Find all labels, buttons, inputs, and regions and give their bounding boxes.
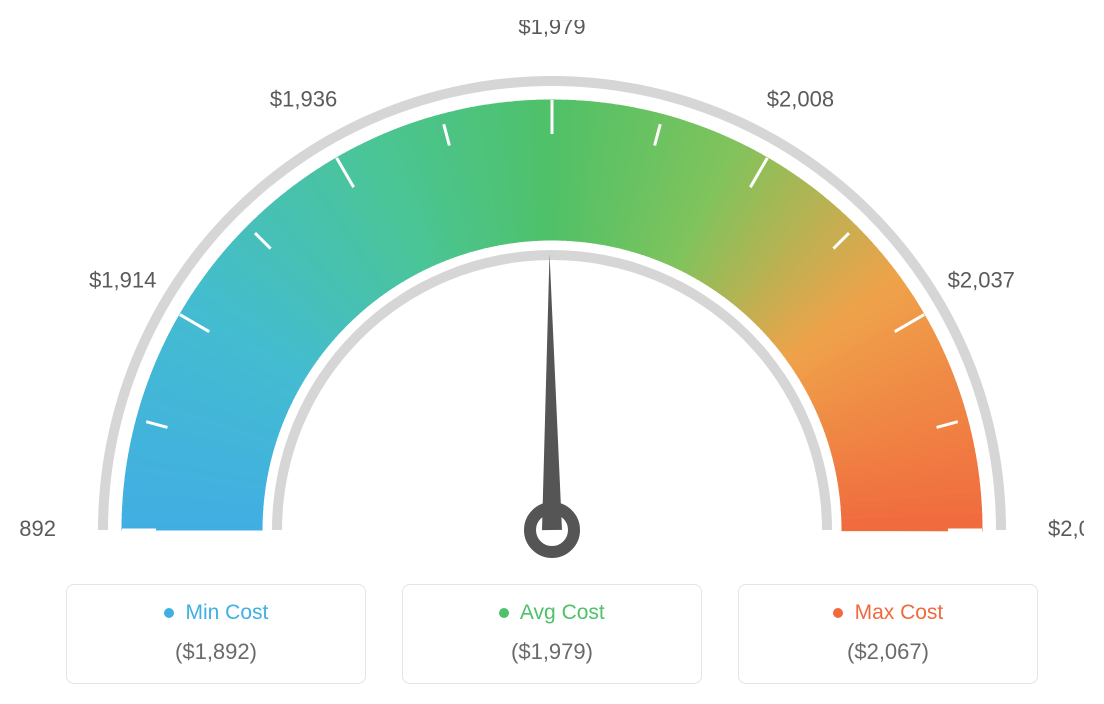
legend-label-avg: Avg Cost — [413, 601, 691, 625]
gauge-tick-label: $2,037 — [948, 268, 1015, 293]
legend-card-max: Max Cost ($2,067) — [738, 584, 1038, 684]
legend-dot-min — [164, 608, 174, 618]
gauge-tick-label: $1,979 — [518, 20, 585, 39]
legend-value-min: ($1,892) — [77, 639, 355, 665]
legend-card-min: Min Cost ($1,892) — [66, 584, 366, 684]
legend-label-max: Max Cost — [749, 601, 1027, 625]
cost-gauge-chart: $1,892 $1,914 $1,936 $1,979 $2,008 $2,037 $2,0… — [20, 20, 1084, 684]
gauge-tick-label: $1,892 — [20, 516, 56, 541]
legend-label-min: Min Cost — [77, 601, 355, 625]
legend-label-avg-text: Avg Cost — [520, 601, 605, 624]
legend-value-max: ($2,067) — [749, 639, 1027, 665]
gauge-tick-label: $1,914 — [89, 268, 156, 293]
legend-dot-max — [833, 608, 843, 618]
legend-value-avg: ($1,979) — [413, 639, 691, 665]
legend-dot-avg — [499, 608, 509, 618]
gauge-svg-wrap: $1,892 $1,914 $1,936 $1,979 $2,008 $2,037 $2,0… — [20, 20, 1084, 560]
legend-label-min-text: Min Cost — [185, 601, 268, 624]
gauge-tick-label: $2,067 — [1048, 516, 1084, 541]
legend-row: Min Cost ($1,892) Avg Cost ($1,979) Max … — [20, 584, 1084, 684]
legend-label-max-text: Max Cost — [855, 601, 944, 624]
gauge-tick-label: $2,008 — [767, 87, 834, 112]
gauge-needle — [542, 254, 562, 530]
gauge-svg: $1,892 $1,914 $1,936 $1,979 $2,008 $2,037 $2,0… — [20, 20, 1084, 560]
legend-card-avg: Avg Cost ($1,979) — [402, 584, 702, 684]
gauge-tick-label: $1,936 — [270, 87, 337, 112]
